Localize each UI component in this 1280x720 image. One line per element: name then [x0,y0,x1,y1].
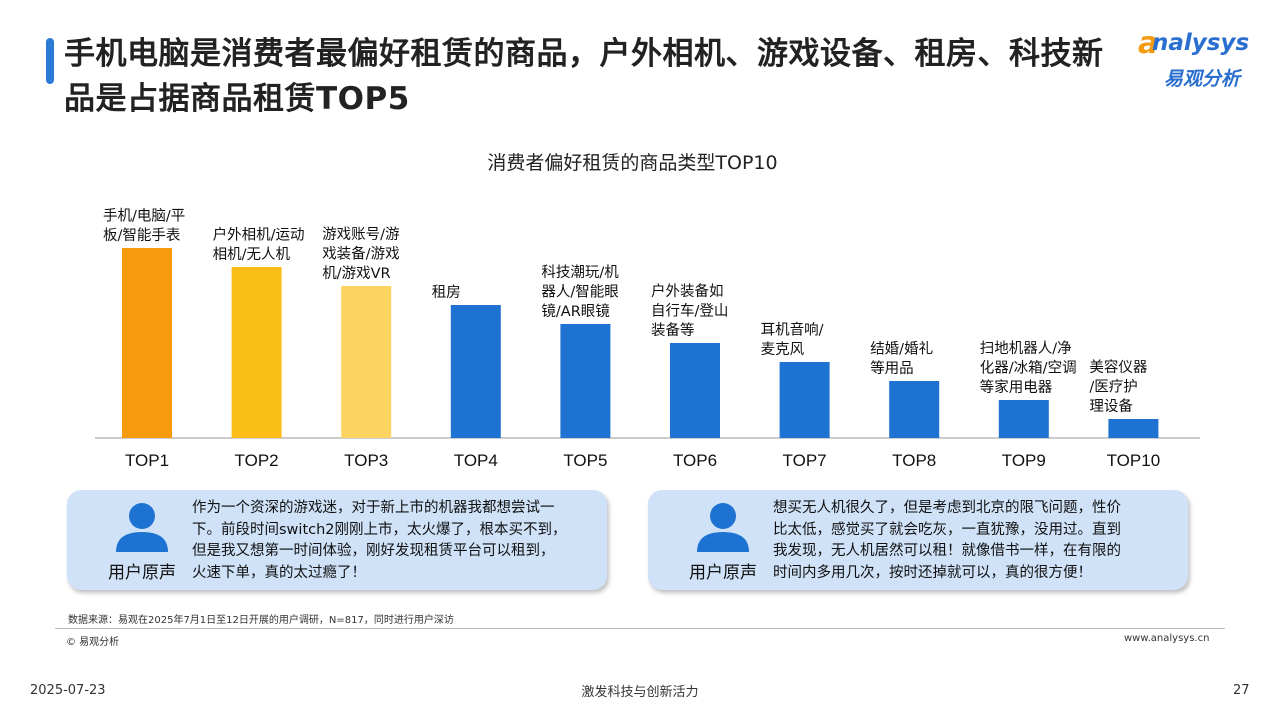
logo-text: nalysys [1152,30,1250,56]
x-tick-label: TOP10 [1107,451,1161,470]
bar-data-label: 游戏账号/游戏装备/游戏机/游戏VR [322,226,399,282]
bar-data-label: 耳机音响/麦克风 [761,322,824,359]
bar-data-label: 美容仪器/医疗护理设备 [1089,359,1147,415]
bar-data-label: 户外相机/运动相机/无人机 [213,227,305,264]
x-tick-label: TOP4 [454,451,498,470]
bar-top7 [779,362,830,438]
bar-data-label: 户外装备如自行车/登山装备等 [651,283,728,339]
x-tick-label: TOP8 [892,451,936,470]
bar-top3 [341,286,392,438]
bar-top1 [122,248,172,438]
bar-top4 [450,305,501,438]
bar-chart: TOP1 手机/电脑/平板/智能手表 TOP2 户外相机/运动相机/无人机 TOP3 游戏… [95,208,1200,470]
user-quote-card-1: 用户原声 作为一个资深的游戏迷，对于新上市的机器我都想尝试一 下。前段时间swi… [67,490,607,590]
bar-top9 [998,400,1049,438]
chart-title: 消费者偏好租赁的商品类型TOP10 [487,152,778,174]
quote-label: 用户原声 [689,563,757,583]
website-link[interactable]: www.analysys.cn [1124,633,1210,644]
x-tick-label: TOP9 [1002,451,1046,470]
quote-text: 作为一个资深的游戏迷，对于新上市的机器我都想尝试一 下。前段时间switch2刚… [192,500,567,581]
bar-data-label: 手机/电脑/平板/智能手表 [103,208,185,245]
analysys-logo: a nalysys 易观分析 [1138,26,1268,94]
bar-top8 [889,381,940,438]
x-tick-label: TOP5 [563,451,607,470]
bar-top2 [231,267,282,438]
x-tick-label: TOP3 [344,451,388,470]
footer-slogan: 激发科技与创新活力 [581,685,699,700]
page-number: 27 [1233,683,1250,698]
logo-initial: a [1138,26,1159,61]
footer-date: 2025-07-23 [30,683,106,698]
logo-cn: 易观分析 [1164,68,1241,90]
data-source-note: 数据来源：易观在2025年7月1日至12日开展的用户调研，N=817，同时进行用… [68,615,454,626]
bar-top5 [560,324,611,438]
x-tick-label: TOP1 [125,451,169,470]
quote-text: 想买无人机很久了，但是考虑到北京的限飞问题，性价 比太低，感觉买了就会吃灰，一直… [773,500,1121,581]
x-tick-label: TOP2 [235,451,279,470]
user-avatar-icon [116,503,168,552]
x-tick-label: TOP6 [673,451,717,470]
footer-divider [55,628,1225,629]
user-avatar-icon [697,503,749,552]
x-tick-label: TOP7 [783,451,827,470]
bar-top10 [1108,419,1159,438]
user-quote-card-2: 用户原声 想买无人机很久了，但是考虑到北京的限飞问题，性价 比太低，感觉买了就会… [648,490,1188,590]
page-title: 手机电脑是消费者最偏好租赁的商品，户外相机、游戏设备、租房、科技新品是占据商品租… [64,36,1104,117]
bar-data-label: 租房 [432,284,461,301]
quote-label: 用户原声 [108,563,176,583]
bar-data-label: 科技潮玩/机器人/智能眼镜/AR眼镜 [541,264,619,320]
copyright: © 易观分析 [66,637,120,648]
bar-data-label: 结婚/婚礼等用品 [870,341,933,378]
title-accent-bar [46,38,54,84]
bar-top6 [670,343,720,438]
bar-data-label: 扫地机器人/净化器/冰箱/空调等家用电器 [980,340,1077,396]
